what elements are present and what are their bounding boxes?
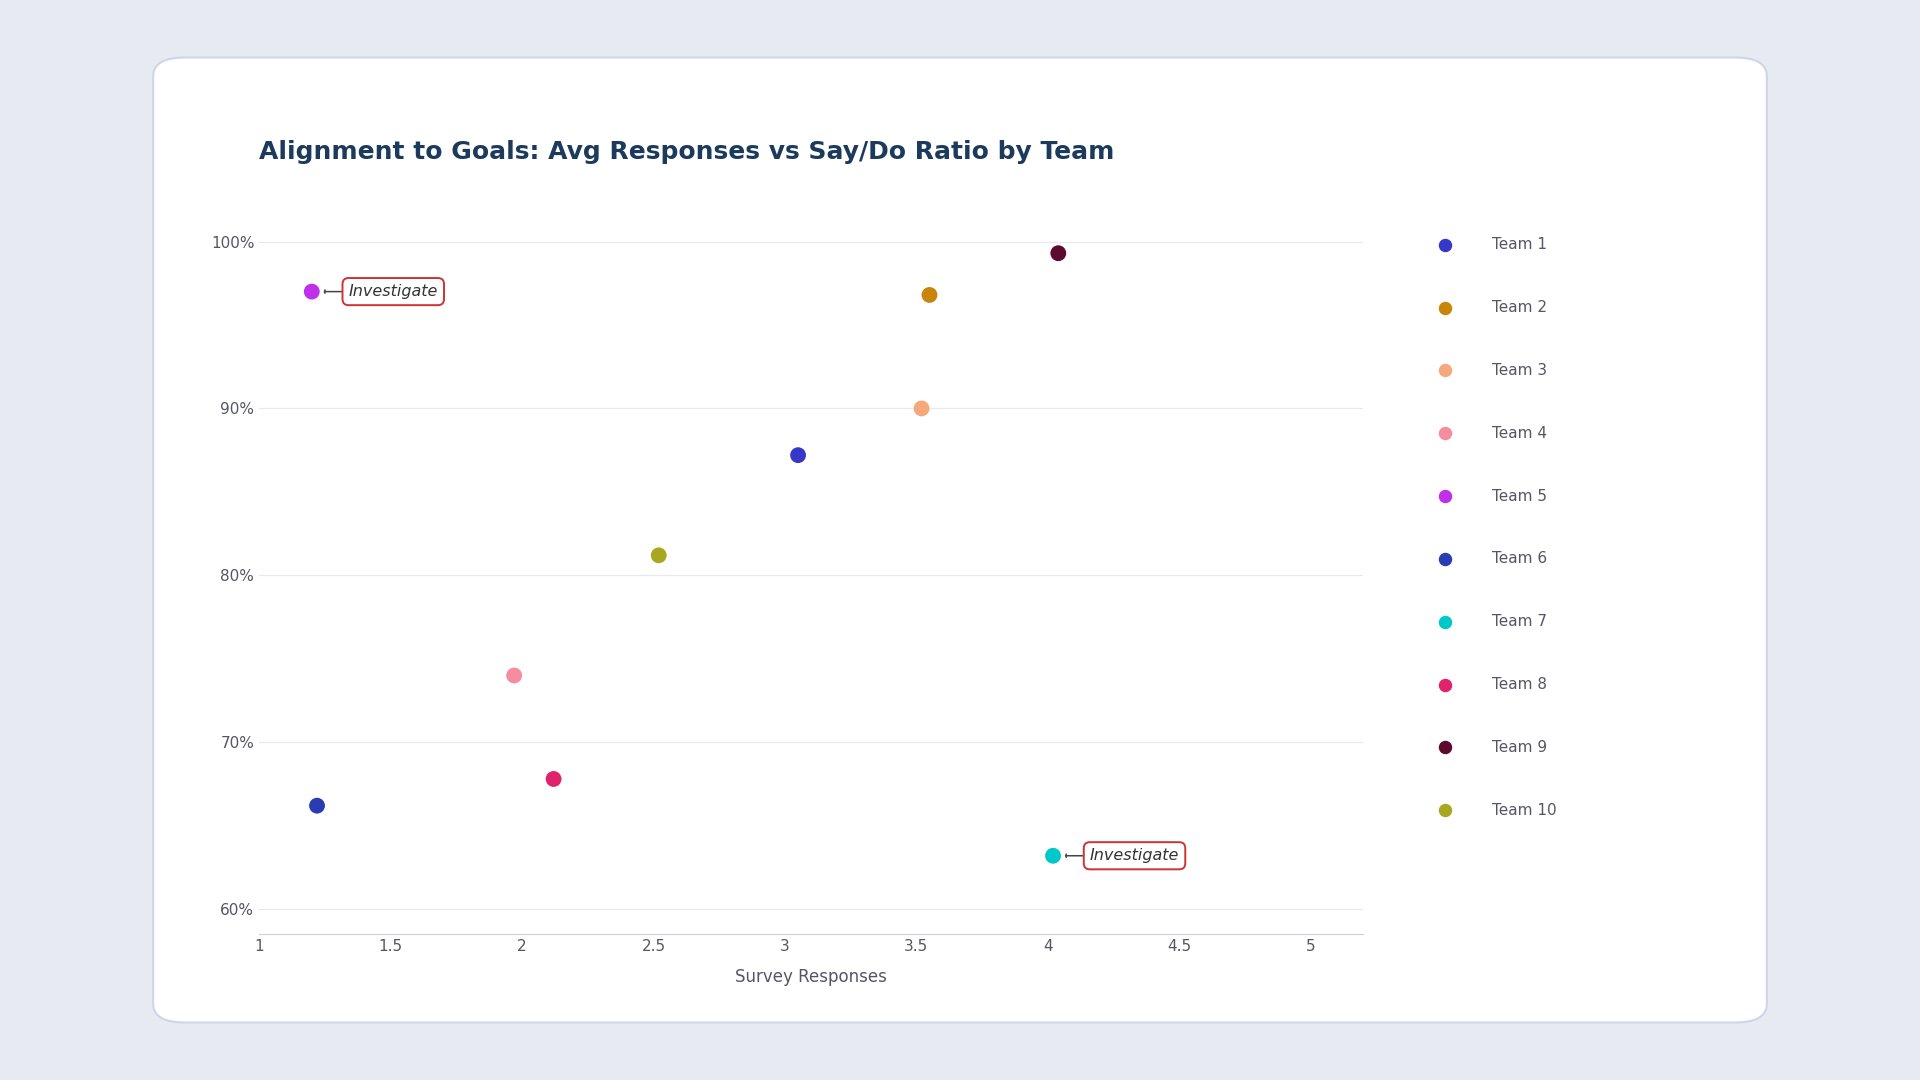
Text: Team 8: Team 8 — [1492, 677, 1548, 692]
Text: Team 2: Team 2 — [1492, 300, 1548, 315]
Point — [1043, 244, 1073, 261]
Text: Team 5: Team 5 — [1492, 488, 1548, 503]
Text: Team 6: Team 6 — [1492, 552, 1548, 566]
Text: Investigate: Investigate — [349, 284, 438, 299]
Point — [1037, 847, 1068, 864]
Point — [301, 797, 332, 814]
Text: Team 10: Team 10 — [1492, 802, 1557, 818]
FancyBboxPatch shape — [154, 57, 1766, 1023]
Text: Team 9: Team 9 — [1492, 740, 1548, 755]
X-axis label: Survey Responses: Survey Responses — [735, 968, 887, 986]
Point — [296, 283, 326, 300]
Text: Team 7: Team 7 — [1492, 615, 1548, 630]
Point — [643, 546, 674, 564]
Text: Investigate: Investigate — [1091, 848, 1179, 863]
Point — [538, 770, 568, 787]
Text: Team 3: Team 3 — [1492, 363, 1548, 378]
Text: Alignment to Goals: Avg Responses vs Say/Do Ratio by Team: Alignment to Goals: Avg Responses vs Say… — [259, 140, 1116, 164]
Point — [906, 400, 937, 417]
Point — [783, 446, 814, 463]
Text: Team 1: Team 1 — [1492, 238, 1548, 252]
Point — [914, 286, 945, 303]
Point — [499, 666, 530, 684]
Text: Team 4: Team 4 — [1492, 426, 1548, 441]
